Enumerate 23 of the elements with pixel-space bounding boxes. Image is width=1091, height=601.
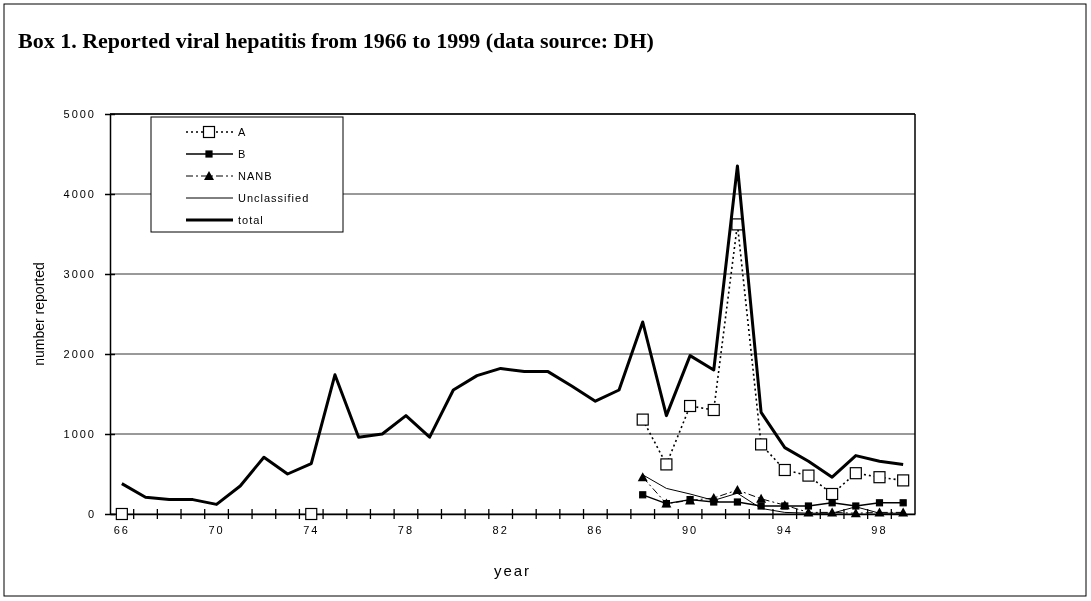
chart-title: Box 1. Reported viral hepatitis from 1966 to 1999 (data source: DH) — [18, 28, 654, 53]
x-tick-label: 66 — [113, 523, 130, 536]
x-axis-title: year — [493, 562, 532, 579]
legend-label: A — [238, 126, 247, 138]
legend-label: Unclassified — [238, 192, 310, 204]
y-tick-label: 1000 — [63, 428, 96, 441]
y-tick-label: 5000 — [63, 108, 96, 121]
y-tick-label: 4000 — [63, 188, 96, 201]
y-tick-label: 0 — [87, 508, 96, 521]
legend-label: B — [238, 148, 247, 160]
legend-label: NANB — [238, 170, 273, 182]
x-tick-label: 94 — [776, 523, 793, 536]
x-tick-label: 98 — [871, 523, 888, 536]
y-tick-label: 2000 — [63, 348, 96, 361]
x-tick-label: 82 — [492, 523, 509, 536]
y-tick-label: 3000 — [63, 268, 96, 281]
x-tick-label: 86 — [587, 523, 604, 536]
x-tick-label: 90 — [681, 523, 699, 536]
x-tick-label: 70 — [208, 523, 225, 536]
legend-label: total — [238, 214, 264, 226]
x-tick-label: 74 — [303, 523, 320, 536]
x-tick-label: 78 — [397, 523, 415, 536]
y-axis-title: number reported — [31, 262, 47, 366]
